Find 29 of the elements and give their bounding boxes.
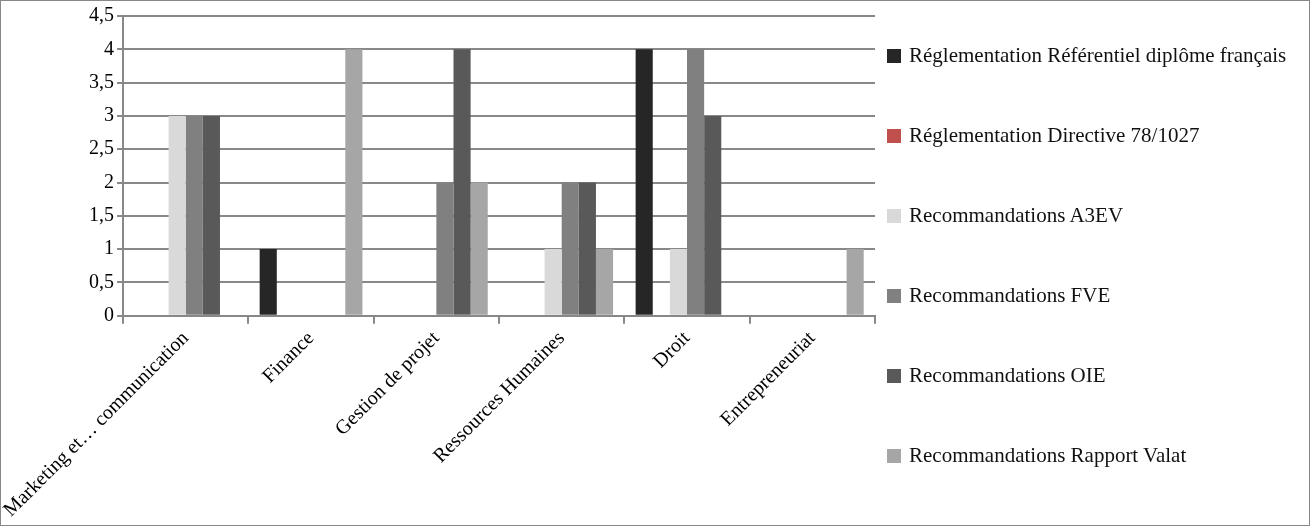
- y-tick-label: 0: [104, 302, 115, 325]
- legend-label: Recommandations OIE: [909, 362, 1106, 388]
- legend-label: Recommandations Rapport Valat: [909, 442, 1187, 468]
- y-tick-label: 4: [104, 36, 115, 59]
- bar: [669, 249, 688, 315]
- y-tick-label: 1,5: [89, 203, 115, 226]
- legend-label: Réglementation Référentiel diplôme français: [909, 42, 1287, 68]
- bar: [259, 249, 277, 315]
- bar: [453, 49, 471, 315]
- bar: [578, 182, 596, 315]
- y-tick-label: 0,5: [89, 269, 115, 292]
- y-tick-label: 3: [104, 103, 115, 126]
- bar: [470, 182, 488, 315]
- bar: [704, 115, 722, 315]
- bar: [544, 249, 562, 315]
- bar: [202, 115, 220, 315]
- bar: [635, 49, 653, 315]
- bar: [846, 249, 864, 315]
- bar: [345, 49, 363, 315]
- y-tick-label: 4,5: [89, 3, 115, 26]
- legend-label: Recommandations FVE: [909, 282, 1111, 308]
- y-tick-label: 2: [104, 169, 115, 192]
- legend-label: Réglementation Directive 78/1027: [909, 122, 1200, 148]
- legend-label: Recommandations A3EV: [909, 202, 1124, 228]
- bar: [168, 115, 186, 315]
- y-tick-label: 2,5: [89, 136, 115, 159]
- y-tick-label: 1: [104, 236, 115, 259]
- bar: [595, 249, 614, 315]
- y-tick-label: 3,5: [89, 69, 115, 92]
